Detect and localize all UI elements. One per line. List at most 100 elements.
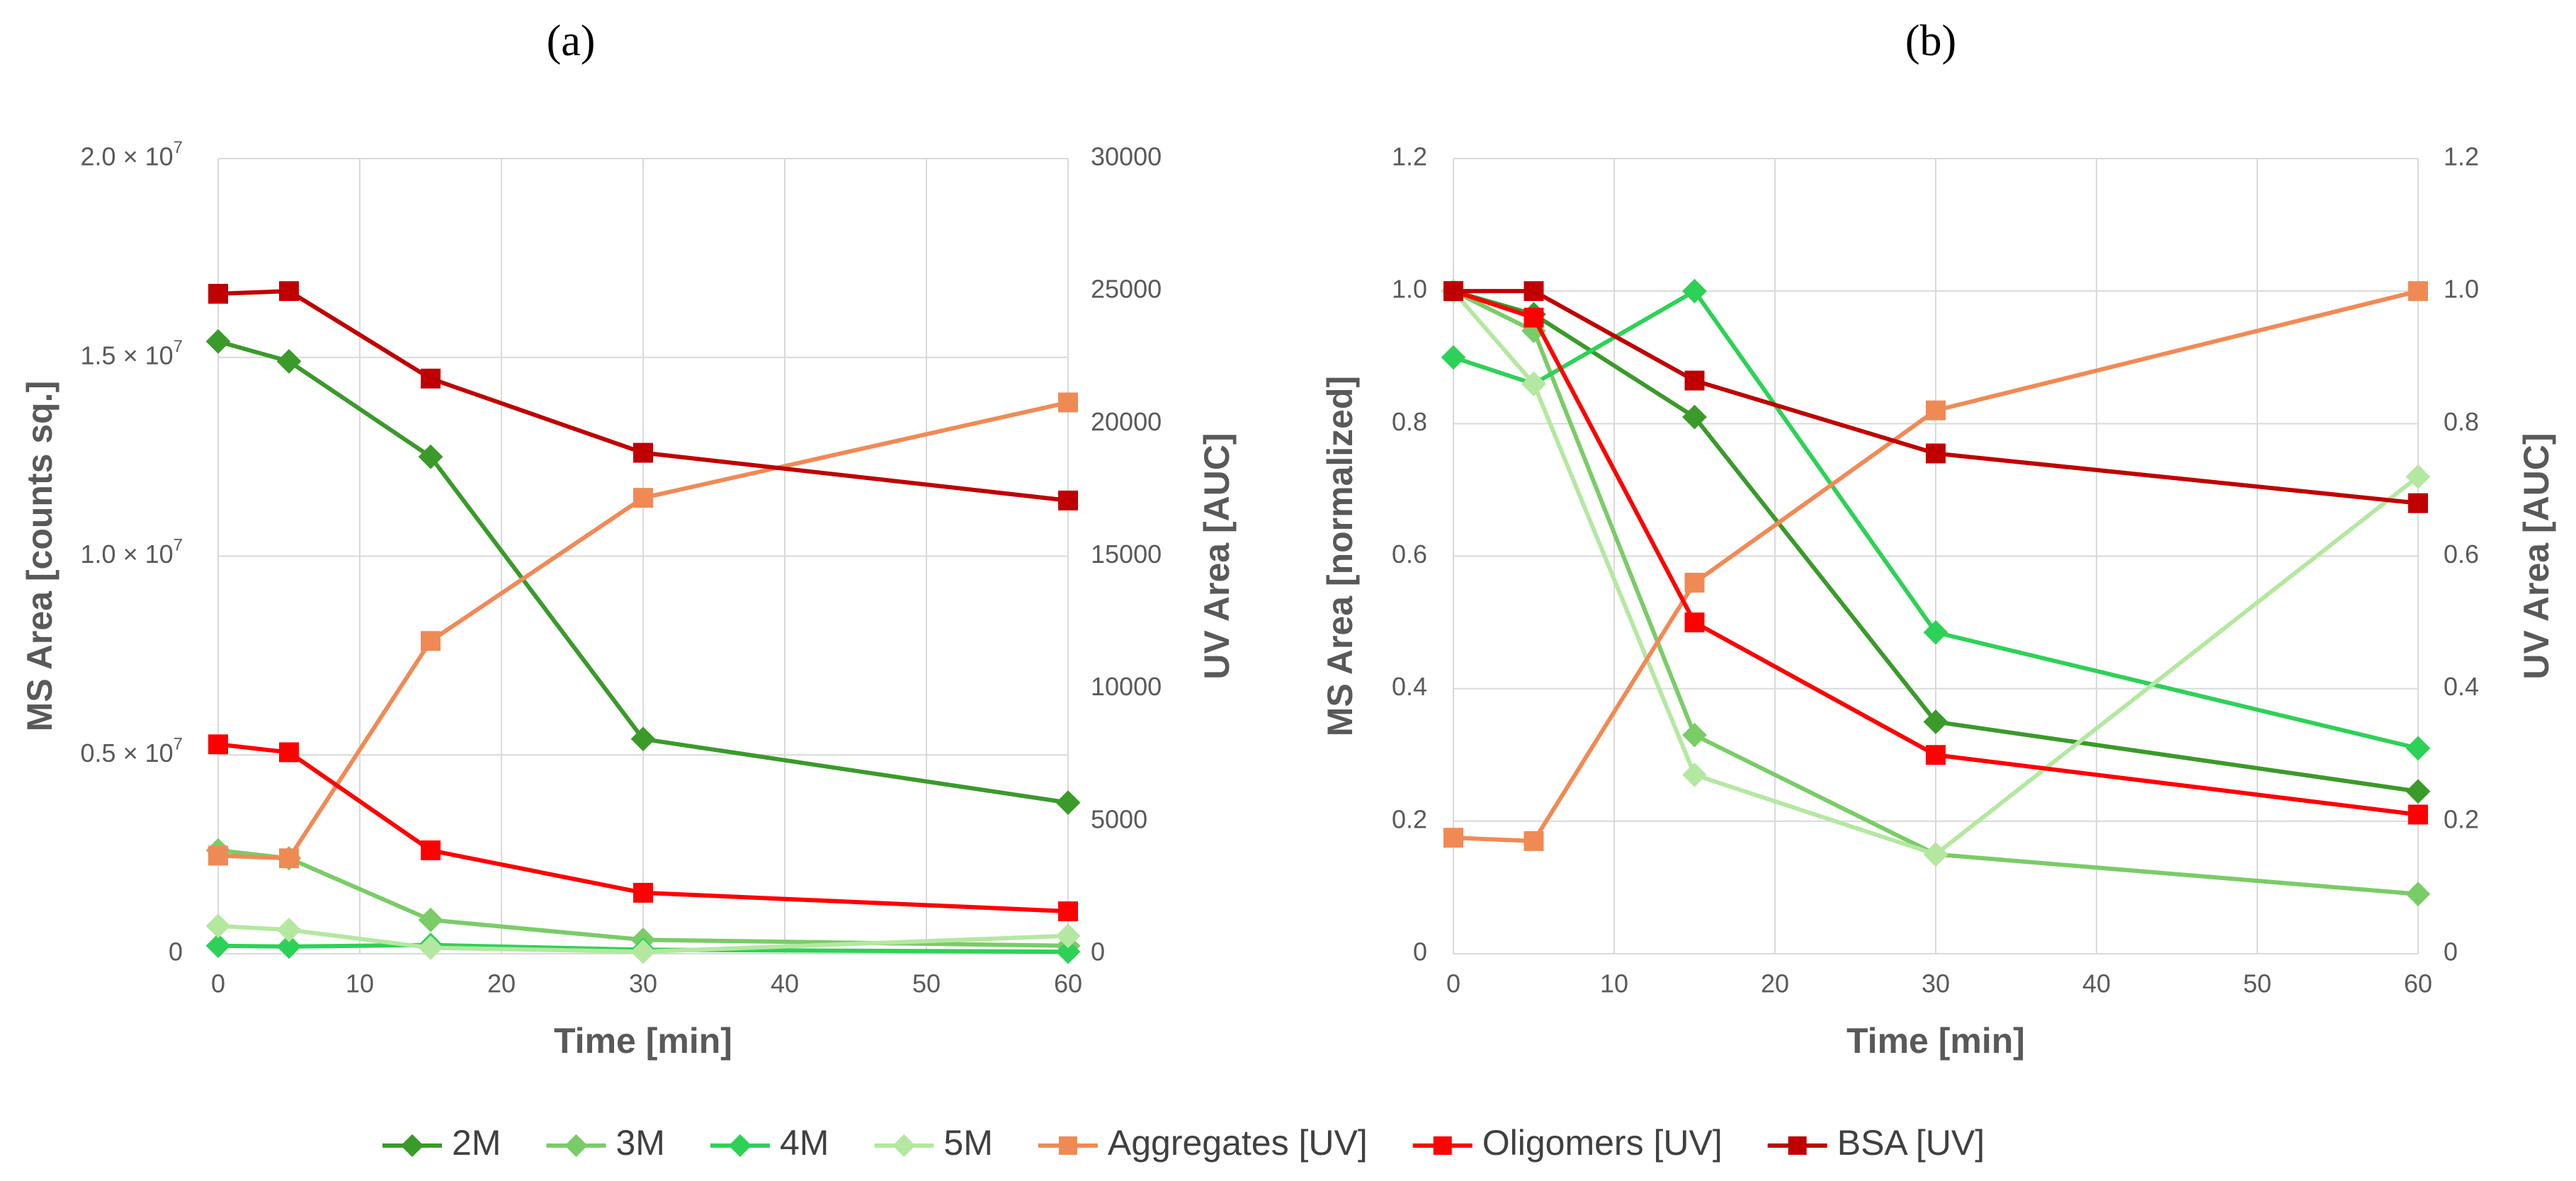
x-tick-label: 30 xyxy=(629,969,657,998)
panel-label: (a) xyxy=(547,17,596,65)
data-point-2m xyxy=(2405,779,2431,804)
data-point-5m xyxy=(1923,842,1948,867)
data-point-4m xyxy=(205,933,231,959)
y2-tick-label: 0 xyxy=(2444,937,2458,966)
data-point-4m xyxy=(1055,939,1081,964)
data-point-bsa-uv xyxy=(1524,281,1544,302)
y2-tick-label: 10000 xyxy=(1091,672,1162,701)
series-bsa-uv xyxy=(208,281,1078,510)
legend-item-5m: 5M xyxy=(874,1123,993,1163)
x-tick-label: 10 xyxy=(346,969,374,998)
x-tick-label: 30 xyxy=(1922,969,1950,998)
data-point-oligomers-uv xyxy=(633,882,653,903)
data-point-oligomers-uv xyxy=(2408,804,2428,825)
data-point-2m xyxy=(1055,790,1081,815)
y2-tick-label: 0.6 xyxy=(2444,540,2479,569)
legend-item-oligomers-uv: Oligomers [UV] xyxy=(1412,1123,1723,1163)
y-tick-label: 0.5 × 107 xyxy=(81,735,183,768)
y2-axis-title: UV Area [AUC] xyxy=(2517,433,2556,679)
data-point-2m xyxy=(205,329,231,354)
data-point-oligomers-uv xyxy=(421,840,441,861)
y2-tick-label: 30000 xyxy=(1091,142,1162,171)
legend: 2M 3M 4M 5M Aggregates [UV] Oligomers [UV] BSA… xyxy=(382,1123,1985,1163)
data-point-4m xyxy=(2405,736,2431,761)
y2-tick-label: 0.2 xyxy=(2444,804,2479,833)
data-point-2m xyxy=(630,726,656,752)
x-tick-label: 40 xyxy=(2082,969,2111,998)
y2-tick-label: 0.4 xyxy=(2444,672,2479,701)
data-point-4m xyxy=(276,934,302,959)
y-tick-label: 1.5 × 107 xyxy=(81,337,183,370)
data-point-aggregates-uv xyxy=(1926,400,1946,421)
data-point-2m xyxy=(276,349,302,374)
legend-label: 5M xyxy=(943,1123,992,1163)
panel-b: (b) 0 0.2 0.4 0.6 0.8 1.0 1.2 0 0.2 0.4 0.6 0.8 1.0 1.… xyxy=(1320,17,2556,1061)
y2-tick-label: 0.8 xyxy=(2444,407,2479,436)
legend-label: 3M xyxy=(615,1123,664,1163)
data-point-bsa-uv xyxy=(2408,493,2428,513)
y2-tick-label: 1.0 xyxy=(2444,275,2479,304)
legend-label: 4M xyxy=(780,1123,829,1163)
y2-tick-label: 5000 xyxy=(1091,804,1147,833)
x-tick-label: 40 xyxy=(771,969,799,998)
y-tick-label: 1.0 xyxy=(1392,275,1427,304)
y-tick-label: 0 xyxy=(169,937,183,966)
y-tick-label: 2.0 × 107 xyxy=(81,138,183,171)
y-tick-label: 0.8 xyxy=(1392,407,1427,436)
data-point-2m xyxy=(1923,709,1948,734)
y-tick-label: 1.0 × 107 xyxy=(81,536,183,569)
data-point-4m xyxy=(1923,620,1948,645)
series-5m xyxy=(205,913,1081,964)
y-tick-label: 0 xyxy=(1413,937,1427,966)
data-point-bsa-uv xyxy=(208,283,228,304)
data-point-aggregates-uv xyxy=(208,845,228,866)
legend-label: 2M xyxy=(452,1123,501,1163)
data-point-aggregates-uv xyxy=(1058,392,1078,413)
x-tick-label: 10 xyxy=(1600,969,1628,998)
legend-marker xyxy=(1058,1136,1077,1155)
data-point-oligomers-uv xyxy=(1524,307,1544,328)
legend-item-4m: 4M xyxy=(710,1123,829,1163)
y2-tick-label: 20000 xyxy=(1091,407,1162,436)
legend-label: BSA [UV] xyxy=(1837,1123,1985,1163)
data-point-bsa-uv xyxy=(1443,281,1463,302)
series-2m xyxy=(205,329,1081,815)
y-axis-title: MS Area [counts sq.] xyxy=(20,381,59,731)
y2-tick-label: 1.2 xyxy=(2444,142,2479,171)
data-point-5m xyxy=(630,939,656,964)
data-point-5m xyxy=(205,913,231,939)
data-point-bsa-uv xyxy=(633,443,653,463)
data-point-aggregates-uv xyxy=(421,631,441,651)
data-point-aggregates-uv xyxy=(633,488,653,508)
y2-tick-label: 25000 xyxy=(1091,275,1162,304)
x-tick-label: 20 xyxy=(1761,969,1789,998)
y2-tick-label: 15000 xyxy=(1091,540,1162,569)
data-point-bsa-uv xyxy=(279,281,299,302)
y-axis-title: MS Area [normalized] xyxy=(1320,376,1360,736)
data-point-oligomers-uv xyxy=(1058,901,1078,922)
panel-a: (a) 0 0.5 × 107 1.0 × 107 1.5 × 107 2.0 × 107… xyxy=(20,17,1237,1061)
x-tick-label: 50 xyxy=(912,969,941,998)
data-point-5m xyxy=(1055,923,1081,949)
data-point-3m xyxy=(2405,882,2431,907)
series-aggregates-uv xyxy=(208,392,1078,869)
data-point-oligomers-uv xyxy=(1684,612,1705,633)
data-point-3m xyxy=(418,907,443,932)
legend-marker xyxy=(1433,1136,1452,1155)
y-tick-label: 0.2 xyxy=(1392,804,1427,833)
legend-item-3m: 3M xyxy=(546,1123,665,1163)
legend-label: Aggregates [UV] xyxy=(1108,1123,1368,1163)
x-tick-label: 60 xyxy=(1054,969,1082,998)
data-point-bsa-uv xyxy=(1926,443,1946,464)
data-point-aggregates-uv xyxy=(1524,831,1544,851)
legend-item-aggregates-uv: Aggregates [UV] xyxy=(1038,1123,1368,1163)
x-tick-label: 20 xyxy=(487,969,516,998)
data-point-oligomers-uv xyxy=(208,734,228,755)
data-point-5m xyxy=(2405,464,2431,489)
y2-axis-title: UV Area [AUC] xyxy=(1197,433,1237,679)
data-point-5m xyxy=(1682,762,1707,787)
x-axis-title: Time [min] xyxy=(1846,1021,2025,1061)
x-tick-label: 0 xyxy=(211,969,225,998)
data-point-2m xyxy=(418,444,443,469)
x-tick-label: 50 xyxy=(2243,969,2271,998)
